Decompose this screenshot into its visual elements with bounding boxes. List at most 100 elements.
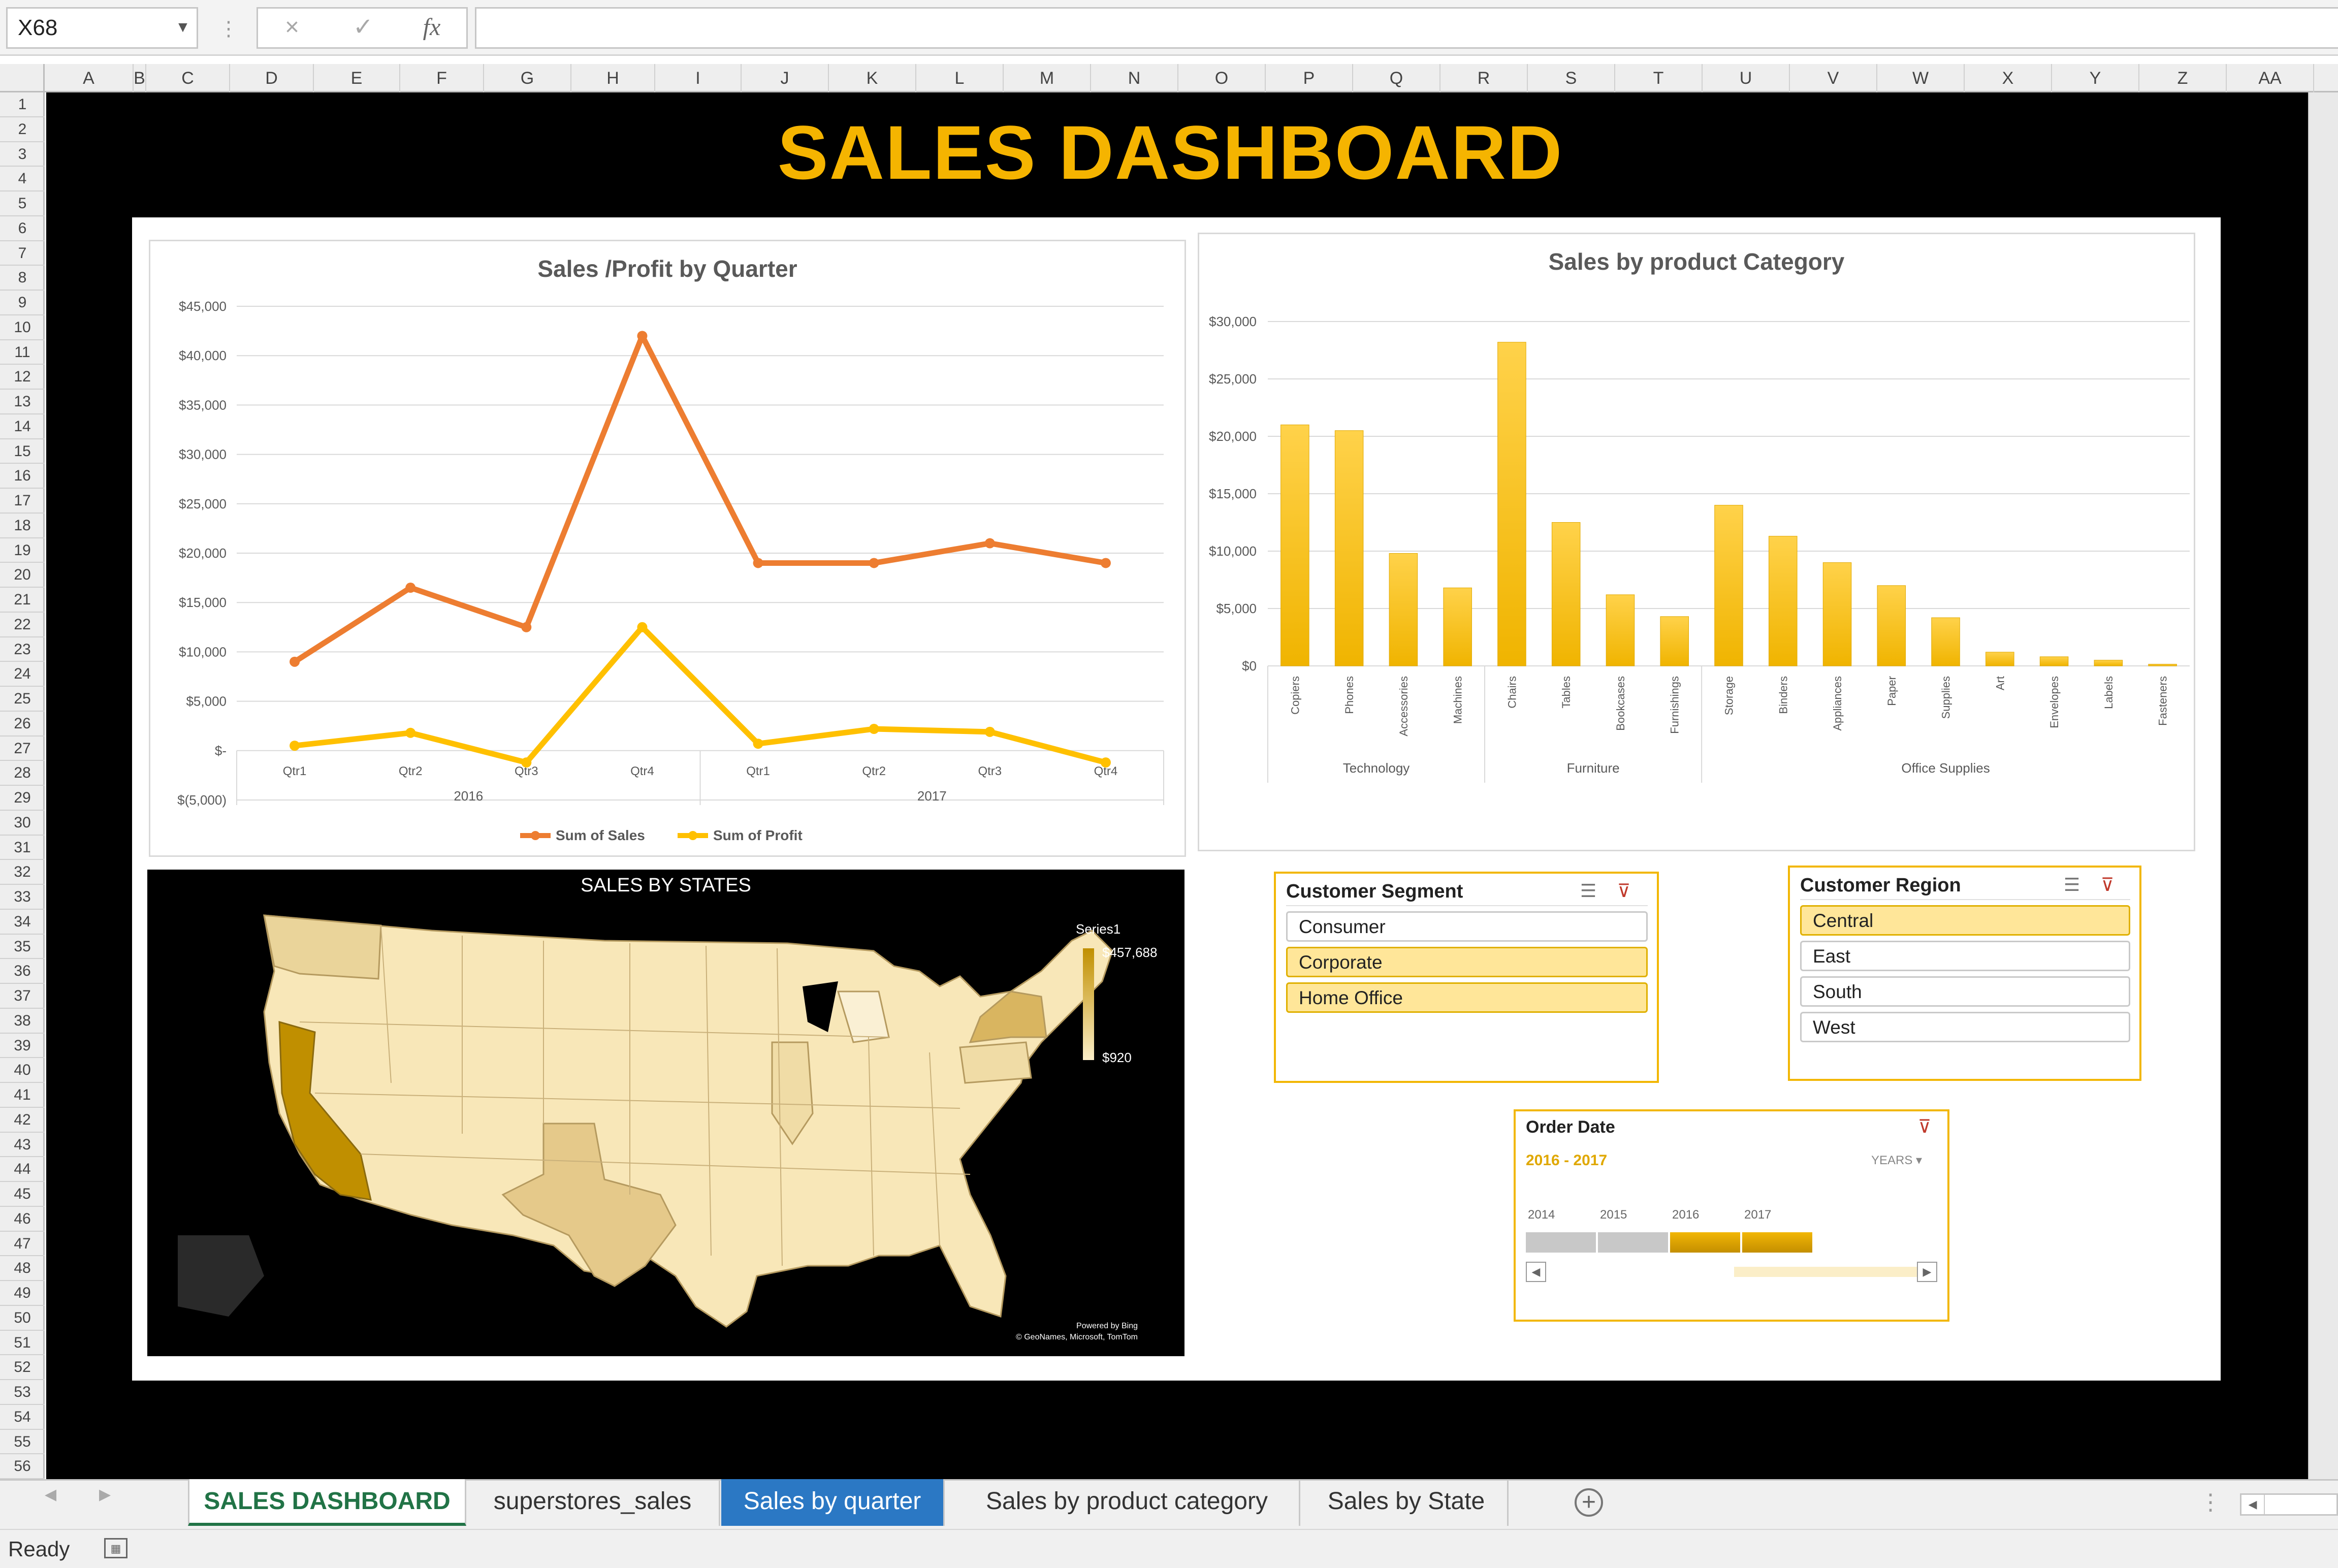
bar	[1714, 505, 1743, 666]
insert-function-icon[interactable]: fx	[423, 14, 441, 41]
row-header: 38	[0, 1009, 45, 1034]
clear-filter-icon[interactable]: ⊽	[2100, 874, 2115, 895]
great-lakes	[803, 981, 838, 1032]
multi-select-icon[interactable]: ☰	[1580, 880, 1597, 901]
segment-item-home-office[interactable]: Home Office	[1286, 982, 1648, 1013]
y-tick-label: $-	[215, 743, 227, 758]
tab-split-handle-icon[interactable]: ⋮	[2199, 1490, 2222, 1515]
clear-filter-icon[interactable]: ⊽	[1617, 880, 1631, 901]
next-sheet-icon[interactable]: ▶	[99, 1486, 111, 1503]
row-header: 34	[0, 910, 45, 935]
y-tick-label: $15,000	[1209, 486, 1257, 501]
row-header: 7	[0, 241, 45, 266]
horizontal-scrollbar[interactable]: ◀	[2240, 1493, 2338, 1516]
sales-profit-chart[interactable]: Sales /Profit by Quarter $(5,000) $- $5,000…	[149, 240, 1186, 857]
clear-filter-icon[interactable]: ⊽	[1917, 1116, 1932, 1137]
x-tick-label: Storage	[1723, 676, 1736, 715]
row-header: 53	[0, 1380, 45, 1405]
row-header: 12	[0, 365, 45, 390]
x-group-label: Furniture	[1567, 760, 1620, 776]
region-item-south[interactable]: South	[1800, 976, 2130, 1007]
column-header: P	[1266, 64, 1353, 92]
x-tick-label: Copiers	[1289, 676, 1301, 715]
customer-segment-slicer[interactable]: Customer Segment ☰ ⊽ Consumer Corporate Ho…	[1274, 872, 1659, 1083]
select-all-corner[interactable]	[0, 64, 45, 92]
row-header: 40	[0, 1058, 45, 1083]
row-header: 16	[0, 464, 45, 489]
scroll-left-icon[interactable]: ◀	[2241, 1495, 2265, 1514]
customer-region-slicer[interactable]: Customer Region ☰ ⊽ Central East South West	[1788, 866, 2141, 1081]
status-text: Ready	[8, 1537, 70, 1561]
column-header: X	[1965, 64, 2052, 92]
timeline-year-bar[interactable]	[1670, 1232, 1740, 1253]
data-point	[869, 724, 879, 734]
row-header: 52	[0, 1355, 45, 1380]
timeline-scrollbar[interactable]	[1734, 1267, 1917, 1277]
tab-sales-dashboard[interactable]: SALES DASHBOARD	[188, 1479, 466, 1526]
column-header: V	[1790, 64, 1877, 92]
timeline-level-label: YEARS	[1871, 1154, 1913, 1167]
row-header: 39	[0, 1034, 45, 1059]
x-tick-label: Qtr2	[399, 764, 423, 778]
slicer-title: Customer Region	[1800, 875, 1961, 896]
region-item-west[interactable]: West	[1800, 1012, 2130, 1042]
tab-sales-by-product-category[interactable]: Sales by product category	[955, 1479, 1300, 1526]
x-tick-label: Envelopes	[2048, 676, 2061, 728]
region-item-east[interactable]: East	[1800, 941, 2130, 971]
series-line	[293, 333, 1106, 664]
segment-item-corporate[interactable]: Corporate	[1286, 947, 1648, 977]
slicer-title: Customer Segment	[1286, 881, 1463, 902]
vertical-scroll-area[interactable]	[2308, 92, 2338, 1479]
x-tick-label: Tables	[1560, 676, 1573, 709]
name-box[interactable]: X68	[6, 7, 198, 49]
order-date-timeline[interactable]: Order Date ⊽ 2016 - 2017 YEARS ▾ 2014 201…	[1514, 1109, 1949, 1322]
column-header: J	[742, 64, 829, 92]
data-point	[753, 739, 763, 749]
macro-record-icon[interactable]: ▦	[104, 1538, 127, 1558]
timeline-range-label: 2016 - 2017	[1526, 1152, 1608, 1169]
tab-sales-by-state[interactable]: Sales by State	[1305, 1479, 1509, 1526]
region-item-central[interactable]: Central	[1800, 905, 2130, 936]
column-header: A	[45, 64, 134, 92]
column-header: F	[400, 64, 484, 92]
add-sheet-icon[interactable]: +	[1575, 1488, 1603, 1517]
row-header: 41	[0, 1083, 45, 1108]
state-hidden-dark	[178, 1235, 264, 1317]
y-tick-label: $30,000	[1209, 314, 1257, 329]
timeline-year-bar[interactable]	[1526, 1232, 1596, 1253]
row-header: 31	[0, 836, 45, 860]
name-box-dropdown-icon[interactable]: ▼	[175, 19, 190, 36]
column-header: Y	[2052, 64, 2139, 92]
sales-by-category-chart[interactable]: Sales by product Category $0 $5,000 $10,000…	[1198, 233, 2195, 851]
enter-icon[interactable]: ✓	[353, 14, 374, 41]
multi-select-icon[interactable]: ☰	[2063, 874, 2080, 895]
slicer-divider	[1286, 905, 1648, 906]
timeline-year-bar[interactable]	[1598, 1232, 1668, 1253]
cancel-icon[interactable]: ×	[284, 14, 300, 41]
y-tick-label: $5,000	[1216, 601, 1257, 616]
row-header: 29	[0, 786, 45, 811]
bar	[1931, 617, 1960, 666]
data-point	[290, 656, 300, 667]
state-new-york	[969, 990, 1047, 1043]
bar	[2148, 664, 2177, 666]
row-header: 22	[0, 613, 45, 637]
y-tick-label: $15,000	[179, 595, 227, 610]
prev-sheet-icon[interactable]: ◀	[45, 1486, 57, 1503]
column-header: AA	[2227, 64, 2314, 92]
state-illinois	[771, 1041, 814, 1145]
segment-item-consumer[interactable]: Consumer	[1286, 911, 1648, 942]
map-legend-gradient	[1083, 948, 1094, 1060]
formula-input[interactable]	[475, 7, 2338, 49]
row-header: 30	[0, 811, 45, 836]
series-line	[294, 624, 1107, 765]
timeline-level-dropdown[interactable]: YEARS ▾	[1871, 1153, 1922, 1168]
row-header: 24	[0, 662, 45, 687]
scroll-left-icon[interactable]: ◀	[1526, 1262, 1546, 1282]
timeline-year-label: 2015	[1600, 1208, 1627, 1222]
tab-superstores-sales[interactable]: superstores_sales	[466, 1479, 720, 1526]
tab-sales-by-quarter[interactable]: Sales by quarter	[721, 1479, 945, 1526]
scroll-right-icon[interactable]: ▶	[1917, 1262, 1937, 1282]
sales-by-states-map[interactable]: SALES BY STATES Series1 $457,688 $920 Po…	[147, 870, 1184, 1356]
timeline-year-bar[interactable]	[1742, 1232, 1812, 1253]
